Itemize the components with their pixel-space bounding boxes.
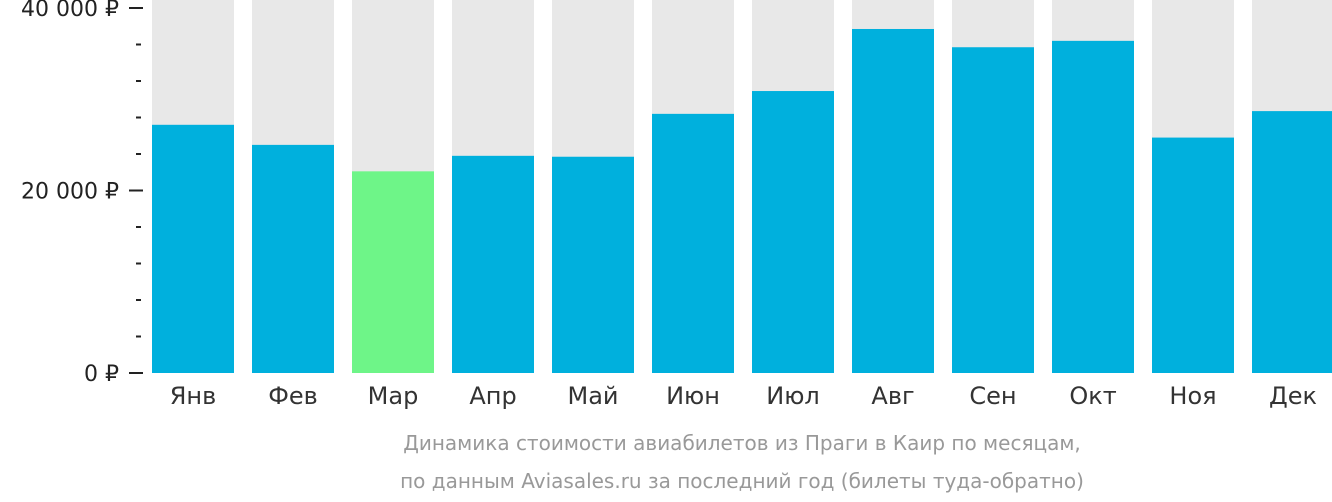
x-tick-label: Янв <box>170 382 217 410</box>
x-tick-label: Май <box>567 382 618 410</box>
x-tick-label: Июн <box>666 382 720 410</box>
bar-4 <box>452 155 534 373</box>
x-tick-label: Фев <box>268 382 318 410</box>
x-tick-label: Мар <box>368 382 419 410</box>
bar-10 <box>1052 40 1134 373</box>
y-tick-label: 20 000 ₽ <box>21 180 119 205</box>
x-axis: Янв Фев Мар Апр Май Июн Июл Авг Сен Окт Ноя Дек <box>170 382 1317 410</box>
bar-8 <box>852 28 934 374</box>
x-tick-label: Июл <box>766 382 820 410</box>
x-tick-label: Ноя <box>1169 382 1216 410</box>
y-tick-label: 40 000 ₽ <box>21 0 119 22</box>
bar-12 <box>1252 111 1332 374</box>
caption-line-2: по данным Aviasales.ru за последний год … <box>400 469 1084 493</box>
caption-line-1: Динамика стоимости авиабилетов из Праги … <box>403 431 1081 455</box>
x-tick-label: Авг <box>871 382 914 410</box>
bar-2 <box>252 144 334 373</box>
bar-5 <box>552 156 634 373</box>
bar-11 <box>1152 137 1234 373</box>
x-tick-label: Сен <box>969 382 1016 410</box>
y-axis: 0 ₽ 20 000 ₽ 40 000 ₽ <box>21 0 143 387</box>
bar-1 <box>152 124 234 373</box>
bar-6 <box>652 113 734 373</box>
x-tick-label: Дек <box>1269 382 1317 410</box>
y-tick-label: 0 ₽ <box>84 362 119 387</box>
bars <box>152 28 1332 374</box>
x-tick-label: Окт <box>1069 382 1116 410</box>
bar-3 <box>352 171 434 373</box>
x-tick-label: Апр <box>469 382 516 410</box>
bar-9 <box>952 47 1034 374</box>
bar-7 <box>752 91 834 373</box>
